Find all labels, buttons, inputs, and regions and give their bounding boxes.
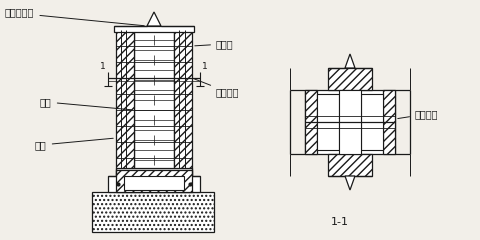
Text: 砖墙: 砖墙 <box>40 97 131 110</box>
Bar <box>134 30 174 168</box>
Bar <box>174 30 192 168</box>
Bar <box>382 90 394 154</box>
Bar <box>316 94 338 150</box>
Bar <box>124 176 184 190</box>
Text: 混凝土壁柱: 混凝土壁柱 <box>5 7 144 26</box>
Text: 1: 1 <box>100 62 106 71</box>
Bar <box>360 94 382 150</box>
Bar <box>116 170 192 192</box>
Bar <box>327 154 371 176</box>
Bar <box>114 26 193 32</box>
Bar <box>304 90 394 154</box>
Bar <box>304 90 316 154</box>
Bar <box>116 168 192 176</box>
Bar <box>116 30 134 168</box>
Text: 拉结筋: 拉结筋 <box>194 39 233 49</box>
Bar <box>108 176 200 192</box>
Text: 拉结腹杆: 拉结腹杆 <box>397 109 438 119</box>
Text: 纵向钢筋: 纵向钢筋 <box>194 79 239 97</box>
Polygon shape <box>344 176 354 190</box>
Text: 箍筋: 箍筋 <box>35 138 113 150</box>
Bar <box>92 192 214 232</box>
Text: 1: 1 <box>202 62 207 71</box>
Polygon shape <box>344 54 354 68</box>
Text: 1-1: 1-1 <box>330 217 348 227</box>
Bar <box>338 90 360 154</box>
Polygon shape <box>147 12 161 26</box>
Bar <box>327 68 371 90</box>
